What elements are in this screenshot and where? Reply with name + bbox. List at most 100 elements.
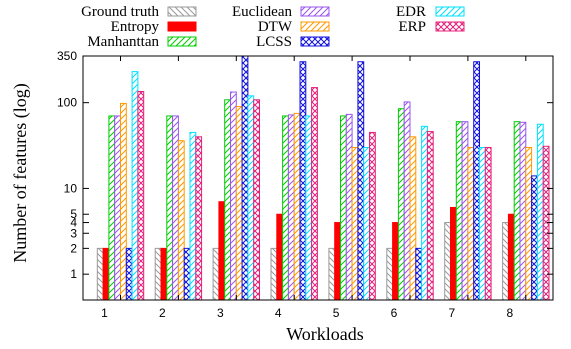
bar-manhanttan-w3 — [224, 99, 231, 301]
bar-euclidean-w7 — [461, 121, 469, 301]
bar-ground-truth-w8 — [502, 222, 509, 301]
y-tick-label: 100 — [57, 96, 77, 110]
bar-entropy-w3 — [218, 201, 226, 301]
bar-lcss-w6 — [415, 247, 423, 301]
bar-lcss-w7 — [473, 61, 481, 301]
bar-erp-w8 — [542, 145, 550, 301]
y-tick-label: 5 — [70, 207, 77, 221]
bar-entropy-w7 — [450, 206, 457, 301]
legend-entry-dtw: DTW — [258, 19, 330, 35]
x-tick-label: 4 — [275, 306, 282, 320]
legend-swatch — [167, 6, 197, 17]
legend-entry-lcss: LCSS — [256, 34, 330, 50]
bar-manhanttan-w5 — [340, 115, 347, 301]
bar-manhanttan-w4 — [282, 115, 289, 301]
legend-label: Entropy — [111, 19, 160, 35]
bar-erp-w3 — [253, 99, 260, 301]
legend-label: EDR — [396, 4, 426, 20]
x-tick-label: 2 — [159, 306, 166, 320]
y-tick-label: 10 — [64, 181, 78, 195]
x-tick-label: 8 — [506, 306, 513, 320]
legend-swatch — [167, 21, 197, 32]
legend-label: ERP — [398, 19, 426, 35]
bar-ground-truth-w1 — [96, 247, 104, 301]
plot-frame — [82, 55, 554, 301]
bar-edr-w2 — [189, 131, 197, 301]
legend-entry-edr: EDR — [396, 4, 465, 20]
bar-lcss-w5 — [357, 61, 365, 301]
bar-ground-truth-w2 — [154, 247, 162, 301]
bar-lcss-w1 — [125, 247, 133, 301]
legend-entry-manhanttan: Manhanttan — [87, 34, 197, 50]
x-tick-label: 5 — [333, 306, 340, 320]
bar-erp-w2 — [195, 136, 203, 301]
bar-euclidean-w8 — [519, 121, 527, 301]
x-tick-label: 6 — [391, 306, 398, 320]
bar-edr-w6 — [421, 125, 428, 301]
bar-lcss-w2 — [183, 247, 191, 301]
bar-dtw-w2 — [177, 140, 185, 301]
bar-erp-w6 — [426, 131, 434, 301]
legend-entry-entropy: Entropy — [111, 19, 197, 35]
legend-label: Manhanttan — [87, 34, 159, 50]
y-tick-label: 3 — [70, 226, 77, 240]
bars — [96, 55, 550, 301]
bar-manhanttan-w7 — [455, 121, 463, 301]
bar-entropy-w6 — [392, 222, 399, 301]
bar-edr-w1 — [131, 71, 139, 301]
legend-entry-erp: ERP — [398, 19, 465, 35]
legend-swatch — [435, 6, 465, 17]
bar-manhanttan-w1 — [108, 115, 116, 301]
x-axis-title: Workloads — [286, 324, 364, 344]
bar-ground-truth-w4 — [270, 247, 278, 301]
bar-ground-truth-w7 — [444, 222, 452, 301]
legend-swatch — [300, 21, 330, 32]
bar-entropy-w1 — [102, 247, 110, 301]
bar-dtw-w4 — [293, 112, 301, 301]
bar-entropy-w4 — [276, 213, 284, 301]
bar-dtw-w1 — [120, 102, 127, 301]
legend-label: DTW — [258, 19, 293, 35]
bar-lcss-w4 — [299, 61, 307, 301]
y-axis-title: Number of features (log) — [10, 83, 31, 262]
bar-manhanttan-w6 — [397, 108, 405, 301]
legend-swatch — [167, 36, 197, 47]
bar-entropy-w5 — [334, 222, 342, 301]
bar-euclidean-w6 — [403, 101, 411, 301]
y-tick-label: 1 — [70, 267, 77, 281]
bar-dtw-w3 — [235, 106, 243, 301]
bar-erp-w5 — [369, 131, 376, 301]
bar-euclidean-w3 — [230, 91, 237, 301]
x-tick-label: 1 — [101, 306, 108, 320]
bar-euclidean-w2 — [172, 115, 179, 301]
bar-edr-w7 — [479, 147, 486, 301]
legend-swatch — [300, 36, 330, 47]
bar-edr-w4 — [305, 115, 313, 301]
bar-entropy-w2 — [160, 247, 168, 301]
y-tick-label: 4 — [70, 216, 77, 230]
bar-manhanttan-w8 — [513, 121, 521, 301]
bar-erp-w1 — [137, 90, 145, 301]
bar-dtw-w8 — [525, 147, 533, 301]
bar-lcss-w3 — [241, 55, 249, 301]
bar-edr-w8 — [536, 123, 544, 301]
bar-euclidean-w4 — [287, 114, 295, 301]
bar-erp-w7 — [484, 147, 492, 301]
bar-edr-w5 — [363, 147, 371, 301]
legend-entry-ground-truth: Ground truth — [81, 4, 197, 20]
bar-ground-truth-w6 — [386, 247, 394, 301]
bar-erp-w4 — [311, 87, 318, 301]
bar-dtw-w5 — [351, 147, 359, 301]
legend-swatch — [435, 21, 465, 32]
bar-dtw-w7 — [467, 147, 475, 301]
bar-euclidean-w5 — [345, 113, 353, 301]
y-tick-label: 350 — [57, 49, 77, 63]
bar-manhanttan-w2 — [166, 115, 174, 301]
bar-dtw-w6 — [409, 136, 417, 301]
legend-label: Euclidean — [232, 4, 292, 20]
bar-ground-truth-w5 — [328, 247, 336, 301]
bar-ground-truth-w3 — [212, 247, 220, 301]
